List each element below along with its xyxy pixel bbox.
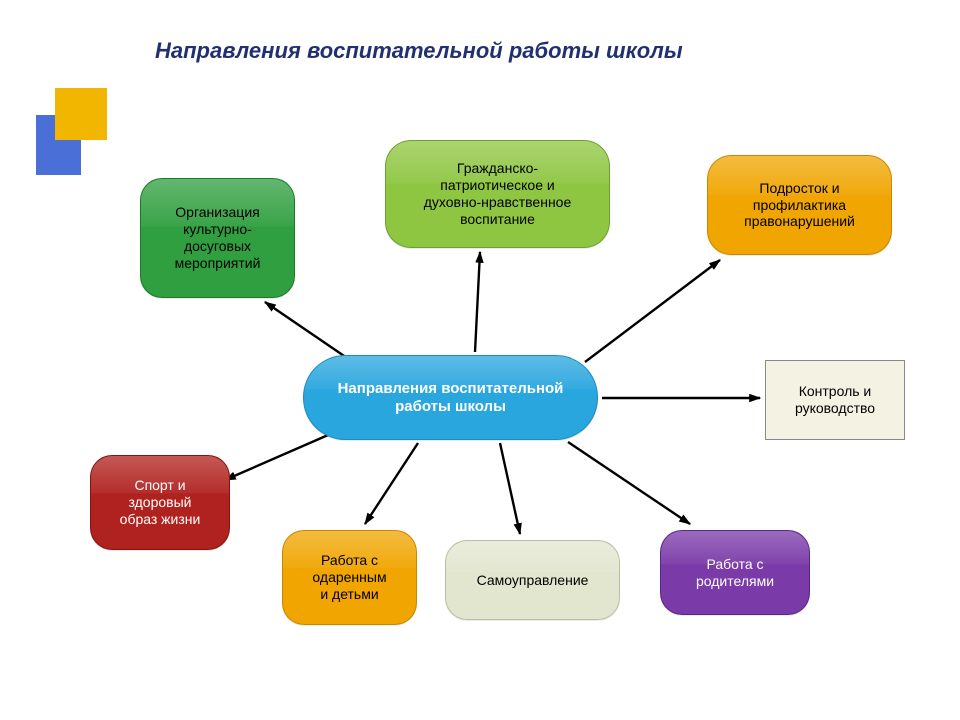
- center-node-label: Направления воспитательной работы школы: [338, 380, 564, 416]
- node-selfgov-label: Самоуправление: [477, 572, 589, 589]
- center-node: Направления воспитательной работы школы: [303, 355, 598, 440]
- node-gifted-label: Работа с одаренным и детьми: [312, 552, 386, 602]
- node-selfgov: Самоуправление: [445, 540, 620, 620]
- node-control: Контроль и руководство: [765, 360, 905, 440]
- arrow-cultural: [265, 302, 350, 360]
- node-civic: Гражданско- патриотическое и духовно-нра…: [385, 140, 610, 248]
- node-cultural-label: Организация культурно- досуговых меропри…: [175, 204, 261, 271]
- page-title: Направления воспитательной работы школы: [155, 38, 683, 64]
- node-gifted: Работа с одаренным и детьми: [282, 530, 417, 625]
- node-sport: Спорт и здоровый образ жизни: [90, 455, 230, 550]
- arrow-parents: [568, 442, 690, 524]
- node-control-label: Контроль и руководство: [795, 383, 875, 417]
- node-parents: Работа с родителями: [660, 530, 810, 615]
- arrow-gifted: [365, 443, 418, 524]
- arrow-teen: [585, 260, 720, 362]
- arrow-selfgov: [500, 443, 520, 534]
- arrow-civic: [475, 252, 480, 352]
- node-sport-label: Спорт и здоровый образ жизни: [120, 477, 201, 527]
- node-teen-label: Подросток и профилактика правонарушений: [744, 180, 855, 230]
- node-civic-label: Гражданско- патриотическое и духовно-нра…: [424, 160, 572, 227]
- decor-square-yellow: [55, 88, 107, 140]
- node-teen: Подросток и профилактика правонарушений: [707, 155, 892, 255]
- node-parents-label: Работа с родителями: [696, 556, 774, 590]
- arrow-sport: [225, 432, 335, 480]
- node-cultural: Организация культурно- досуговых меропри…: [140, 178, 295, 298]
